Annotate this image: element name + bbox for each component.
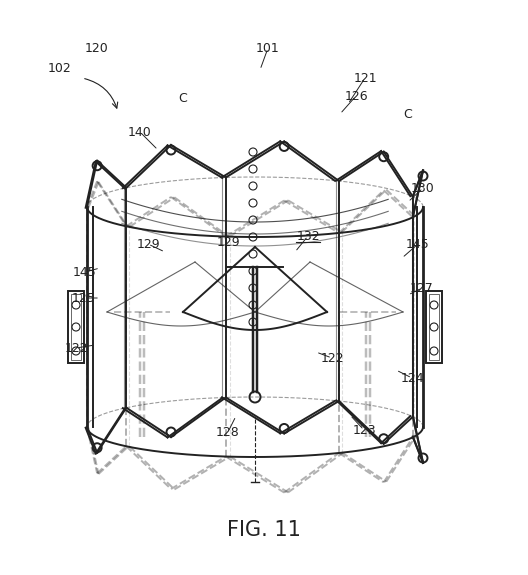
Text: 101: 101 [256, 41, 280, 55]
Text: 124: 124 [400, 371, 424, 385]
Text: FIG. 11: FIG. 11 [227, 520, 301, 540]
Text: 140: 140 [128, 125, 152, 139]
Text: 123: 123 [352, 424, 376, 436]
Text: 126: 126 [344, 90, 368, 102]
Text: C: C [178, 91, 187, 105]
Bar [71, 294, 81, 360]
Bar [68, 291, 84, 363]
Text: 125: 125 [72, 292, 96, 305]
Text: 129: 129 [216, 236, 240, 248]
Text: 122: 122 [320, 351, 344, 365]
Bar [429, 294, 439, 360]
Text: 145: 145 [73, 266, 97, 278]
Text: 121: 121 [353, 71, 377, 85]
Text: 102: 102 [48, 62, 72, 75]
Text: 130: 130 [411, 182, 435, 194]
Text: 120: 120 [85, 41, 109, 55]
Text: C: C [403, 108, 412, 121]
Text: 129: 129 [136, 237, 160, 251]
Text: 132: 132 [296, 229, 320, 243]
Text: 127: 127 [410, 282, 434, 294]
Text: 122: 122 [64, 342, 88, 355]
Text: 128: 128 [216, 426, 240, 439]
Text: 145: 145 [406, 237, 430, 251]
Bar [426, 291, 442, 363]
